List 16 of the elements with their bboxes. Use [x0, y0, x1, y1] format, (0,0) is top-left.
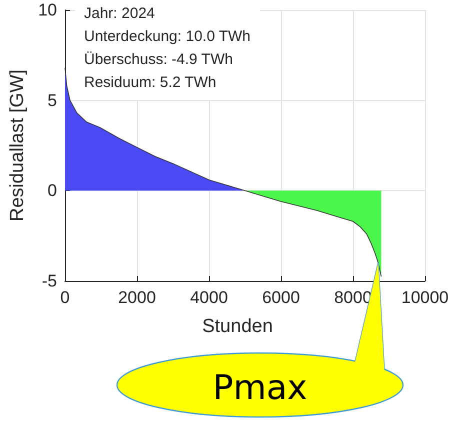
- y-tick-label: -5: [42, 272, 57, 290]
- annotation: Unterdeckung: 10.0 TWh: [84, 28, 250, 45]
- x-axis-title: Stunden: [202, 316, 273, 337]
- x-tick-label: 2000: [118, 288, 156, 307]
- annotation: Jahr: 2024: [84, 5, 155, 22]
- y-axis-title: Residuallast [GW]: [7, 69, 28, 222]
- x-tick-label: 6000: [262, 288, 300, 307]
- y-tick-label: 10: [38, 0, 57, 20]
- y-tick-label: 5: [48, 90, 57, 110]
- y-tick-label: 0: [48, 181, 57, 200]
- x-tick-label: 10000: [401, 288, 449, 307]
- annotation: Überschuss: -4.9 TWh: [84, 51, 233, 68]
- annotation: Residuum: 5.2 TWh: [84, 74, 216, 91]
- text: Pmax: [212, 368, 308, 408]
- x-tick-label: 0: [60, 288, 70, 307]
- x-tick-label: 4000: [190, 288, 228, 307]
